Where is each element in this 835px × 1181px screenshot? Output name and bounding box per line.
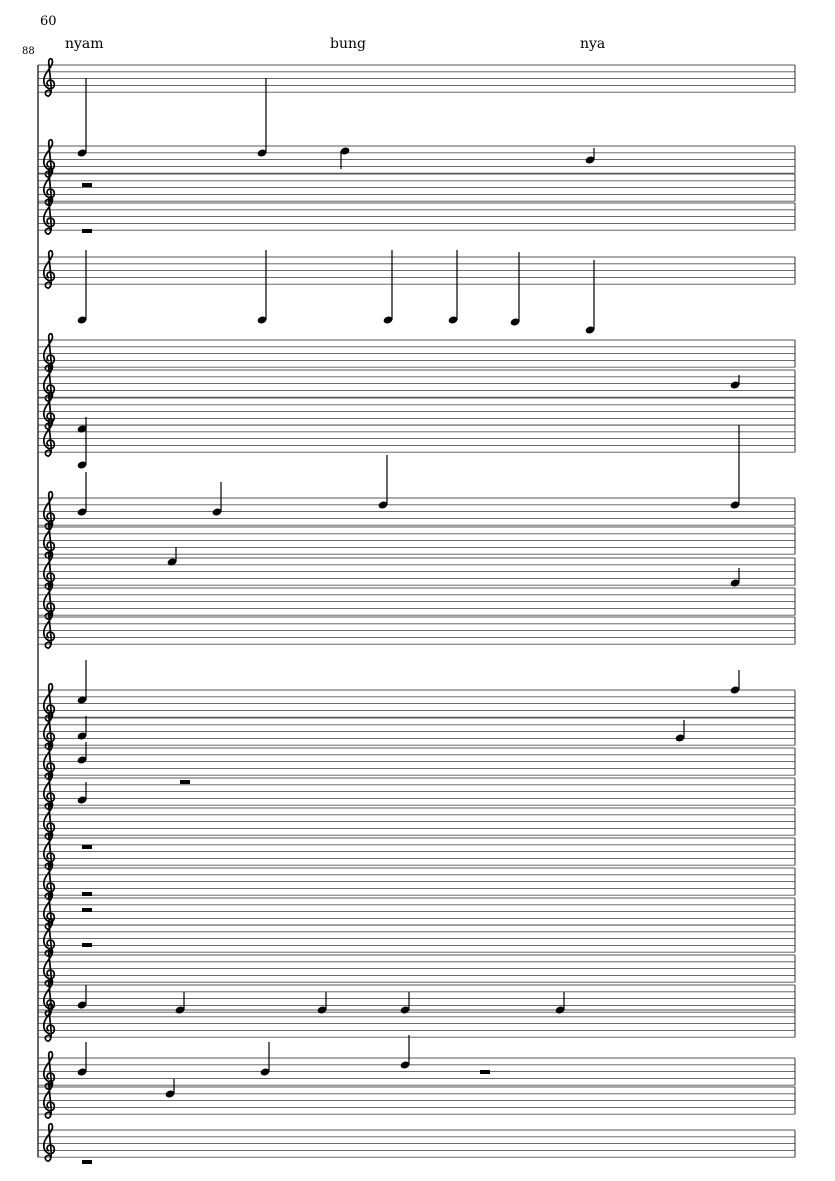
- lyric-syllable: nyam: [65, 36, 104, 52]
- page-number: 60: [40, 14, 57, 29]
- note-head: [77, 796, 87, 804]
- note-head: [167, 558, 177, 566]
- note-head: [77, 732, 87, 740]
- treble-clef-icon: [42, 490, 56, 530]
- note-head: [675, 734, 685, 742]
- note-head: [510, 318, 520, 326]
- note-head: [585, 156, 595, 164]
- note-head: [400, 1061, 410, 1069]
- note-head: [257, 149, 267, 157]
- note-head: [448, 316, 458, 324]
- treble-clef-icon: [42, 580, 56, 620]
- treble-clef-icon: [42, 519, 56, 559]
- note-head: [77, 425, 87, 433]
- treble-clef-icon: [42, 1079, 56, 1119]
- rest: [82, 943, 92, 947]
- note-head: [77, 508, 87, 516]
- rest: [82, 845, 92, 849]
- treble-clef-icon: [42, 609, 56, 649]
- rest: [480, 1070, 490, 1074]
- treble-clef-icon: [42, 417, 56, 457]
- note-head: [730, 579, 740, 587]
- rest: [180, 780, 190, 784]
- treble-clef-icon: [42, 249, 56, 289]
- note-head: [585, 326, 595, 334]
- treble-clef-icon: [42, 166, 56, 206]
- measure-number: 88: [22, 46, 35, 57]
- note-head: [77, 149, 87, 157]
- note-head: [77, 461, 87, 469]
- note-head: [260, 1068, 270, 1076]
- note-head: [340, 147, 350, 155]
- note-head: [730, 686, 740, 694]
- lyric-syllable: nya: [580, 36, 606, 52]
- treble-clef-icon: [42, 57, 56, 97]
- note-head: [77, 1068, 87, 1076]
- treble-clef-icon: [42, 195, 56, 235]
- note-head: [378, 501, 388, 509]
- rest: [82, 183, 92, 187]
- note-head: [77, 1001, 87, 1009]
- lyric-syllable: bung: [330, 36, 366, 52]
- note-head: [383, 316, 393, 324]
- treble-clef-icon: [42, 1122, 56, 1162]
- rest: [82, 892, 92, 896]
- treble-clef-icon: [42, 1050, 56, 1090]
- note-head: [165, 1090, 175, 1098]
- note-head: [555, 1006, 565, 1014]
- rest: [82, 908, 92, 912]
- note-head: [730, 381, 740, 389]
- note-head: [77, 756, 87, 764]
- note-head: [317, 1006, 327, 1014]
- note-head: [400, 1006, 410, 1014]
- note-head: [730, 501, 740, 509]
- note-head: [257, 316, 267, 324]
- rest: [82, 1160, 92, 1164]
- rest: [82, 229, 92, 233]
- note-head: [212, 508, 222, 516]
- treble-clef-icon: [42, 1002, 56, 1042]
- note-head: [77, 696, 87, 704]
- note-head: [175, 1006, 185, 1014]
- note-head: [77, 316, 87, 324]
